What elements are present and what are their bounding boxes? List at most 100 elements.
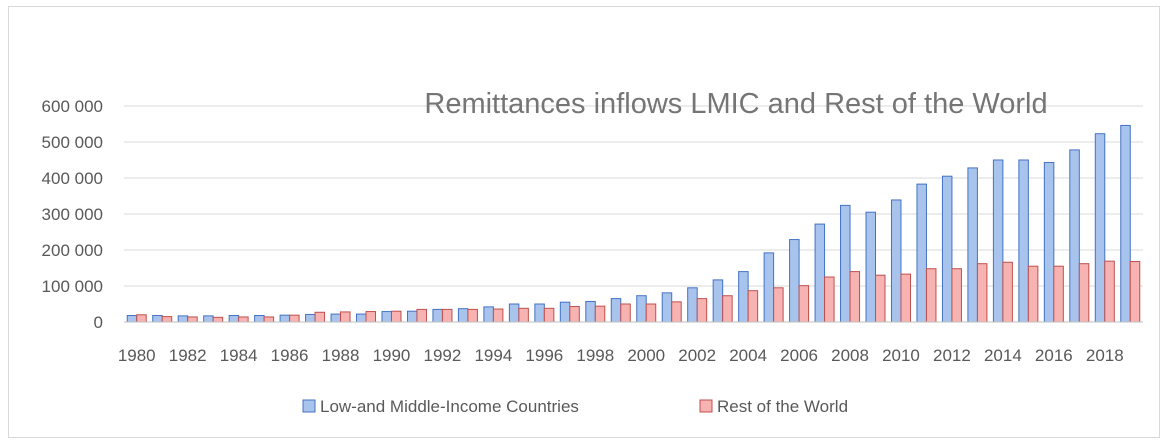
bars <box>126 124 1141 323</box>
bar-lmic <box>406 310 418 323</box>
x-tick-labels: 1980 1982 1984 1986 1988 1990 1992 1994 1996 1998… <box>118 346 1124 365</box>
bar-rest-of-world <box>875 274 886 323</box>
bar-rest-of-world <box>925 268 937 323</box>
bar-lmic <box>890 199 902 323</box>
bar-lmic <box>865 211 877 323</box>
x-tick-label: 2004 <box>729 346 767 365</box>
legend-swatch <box>699 399 713 413</box>
bar-lmic <box>228 315 240 323</box>
bar-lmic <box>814 223 826 323</box>
x-tick-label: 2016 <box>1035 346 1073 365</box>
y-tick-label: 400 000 <box>42 169 103 188</box>
bar-rest-of-world <box>365 311 377 323</box>
x-tick-label: 2012 <box>933 346 971 365</box>
y-tick-label: 0 <box>94 313 103 332</box>
bar-rest-of-world <box>136 314 147 323</box>
bar-rest-of-world <box>1027 265 1039 323</box>
bar-lmic <box>381 311 392 323</box>
y-tick-label: 200 000 <box>42 241 103 260</box>
bar-rest-of-world <box>1104 260 1115 323</box>
legend-label: Rest of the World <box>717 397 848 416</box>
bar-lmic <box>661 292 673 323</box>
x-tick-label: 1992 <box>424 346 462 365</box>
bar-rest-of-world <box>696 298 708 323</box>
bar-rest-of-world <box>1129 261 1141 323</box>
bar-rest-of-world <box>518 307 529 323</box>
bar-rest-of-world <box>441 308 453 323</box>
legend-swatch <box>302 399 316 413</box>
bar-rest-of-world <box>1078 263 1090 323</box>
bar-rest-of-world <box>390 310 402 323</box>
bar-rest-of-world <box>722 295 733 323</box>
x-tick-label: 2008 <box>831 346 869 365</box>
x-tick-label: 1998 <box>576 346 614 365</box>
x-tick-label: 1984 <box>220 346 258 365</box>
bar-rest-of-world <box>340 311 351 323</box>
x-tick-label: 2006 <box>780 346 818 365</box>
bar-lmic <box>203 315 214 323</box>
bar-rest-of-world <box>161 316 173 323</box>
y-tick-label: 300 000 <box>42 205 103 224</box>
bar-lmic <box>126 315 138 323</box>
bar-lmic <box>687 287 698 323</box>
x-tick-label: 1986 <box>271 346 309 365</box>
bar-rest-of-world <box>747 290 759 323</box>
bar-rest-of-world <box>951 268 962 323</box>
bar-rest-of-world <box>492 308 504 323</box>
bar-rest-of-world <box>594 305 606 323</box>
bar-lmic <box>1094 133 1106 323</box>
x-tick-label: 1982 <box>169 346 207 365</box>
bar-lmic <box>916 183 927 323</box>
x-tick-label: 2010 <box>882 346 920 365</box>
bar-lmic <box>177 315 189 323</box>
bar-rest-of-world <box>645 303 657 323</box>
bar-lmic <box>483 306 494 323</box>
bar-rest-of-world <box>467 308 478 323</box>
bar-lmic <box>763 252 775 323</box>
bar-rest-of-world <box>212 316 224 323</box>
y-tick-label: 500 000 <box>42 133 103 152</box>
bar-lmic <box>941 175 953 323</box>
legend: Low-and Middle-Income Countries Rest of t… <box>302 397 848 416</box>
x-tick-label: 1990 <box>373 346 411 365</box>
bar-lmic <box>992 159 1004 323</box>
x-tick-label: 2014 <box>984 346 1022 365</box>
bar-lmic <box>305 313 316 323</box>
bar-lmic <box>789 239 800 323</box>
y-tick-label: 100 000 <box>42 277 103 296</box>
bar-lmic <box>967 167 978 323</box>
bar-lmic <box>356 313 367 323</box>
y-tick-label: 600 000 <box>42 97 103 116</box>
bar-lmic <box>1043 162 1055 323</box>
bar-lmic <box>432 308 443 323</box>
bar-rest-of-world <box>1053 265 1064 323</box>
bar-lmic <box>457 308 469 323</box>
x-tick-label: 1980 <box>118 346 156 365</box>
bar-rest-of-world <box>543 307 555 323</box>
bar-rest-of-world <box>263 316 275 323</box>
bar-rest-of-world <box>824 276 835 323</box>
bar-rest-of-world <box>671 301 682 323</box>
x-tick-label: 2002 <box>678 346 716 365</box>
x-tick-label: 1996 <box>525 346 563 365</box>
bar-lmic <box>330 313 342 323</box>
bar-rest-of-world <box>289 314 300 323</box>
bar-lmic <box>738 271 749 323</box>
bar-lmic <box>559 301 571 323</box>
bar-lmic <box>1120 124 1131 323</box>
bar-rest-of-world <box>798 285 810 323</box>
bar-rest-of-world <box>620 303 631 323</box>
bar-lmic <box>1018 159 1029 323</box>
bar-lmic <box>508 303 520 323</box>
bar-lmic <box>636 295 647 323</box>
bar-rest-of-world <box>569 306 580 323</box>
bar-lmic <box>279 314 291 323</box>
bar-lmic <box>254 315 265 323</box>
legend-label: Low-and Middle-Income Countries <box>320 397 579 416</box>
x-tick-label: 1988 <box>322 346 360 365</box>
bar-lmic <box>610 298 622 323</box>
chart-title: Remittances inflows LMIC and Rest of the… <box>424 88 1047 120</box>
bar-rest-of-world <box>416 308 427 323</box>
bar-lmic <box>152 315 163 323</box>
